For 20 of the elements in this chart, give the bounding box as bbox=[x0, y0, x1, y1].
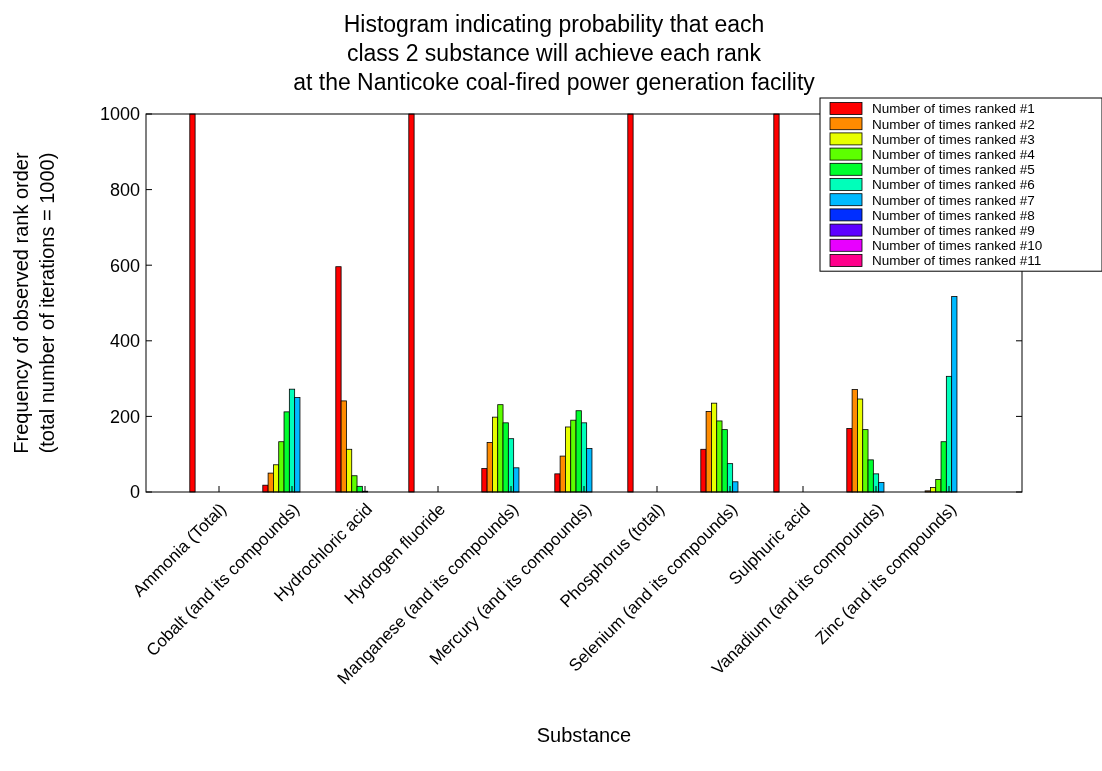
y-tick-label: 600 bbox=[109, 255, 140, 276]
chart-title: Histogram indicating probability that each class 2 substance will achieve each rank at the Nanticoke coal-fired power generation facility bbox=[293, 11, 816, 95]
y-tick-label: 800 bbox=[109, 179, 140, 200]
y-tick-label: 200 bbox=[109, 406, 140, 427]
legend-label: Number of times ranked #7 bbox=[872, 192, 1035, 208]
y-tick-label: 400 bbox=[109, 331, 140, 352]
legend-label: Number of times ranked #11 bbox=[872, 253, 1042, 269]
legend-label: Number of times ranked #1 bbox=[872, 101, 1035, 117]
legend-label: Number of times ranked #8 bbox=[872, 207, 1035, 223]
legend-label: Number of times ranked #6 bbox=[872, 177, 1035, 193]
y-tick-label: 0 bbox=[129, 482, 140, 503]
legend-label: Number of times ranked #3 bbox=[872, 131, 1035, 147]
legend-label: Number of times ranked #5 bbox=[872, 162, 1035, 178]
legend-label: Number of times ranked #10 bbox=[872, 238, 1043, 254]
legend-label: Number of times ranked #9 bbox=[872, 222, 1035, 238]
y-axis-title: Frequency of observed rank order (total number of iterations = 1000) bbox=[10, 152, 58, 454]
legend-label: Number of times ranked #4 bbox=[872, 146, 1036, 162]
x-axis-title: Substance bbox=[536, 724, 632, 746]
legend-label: Number of times ranked #2 bbox=[872, 116, 1035, 132]
y-tick-label: 1000 bbox=[99, 104, 140, 125]
